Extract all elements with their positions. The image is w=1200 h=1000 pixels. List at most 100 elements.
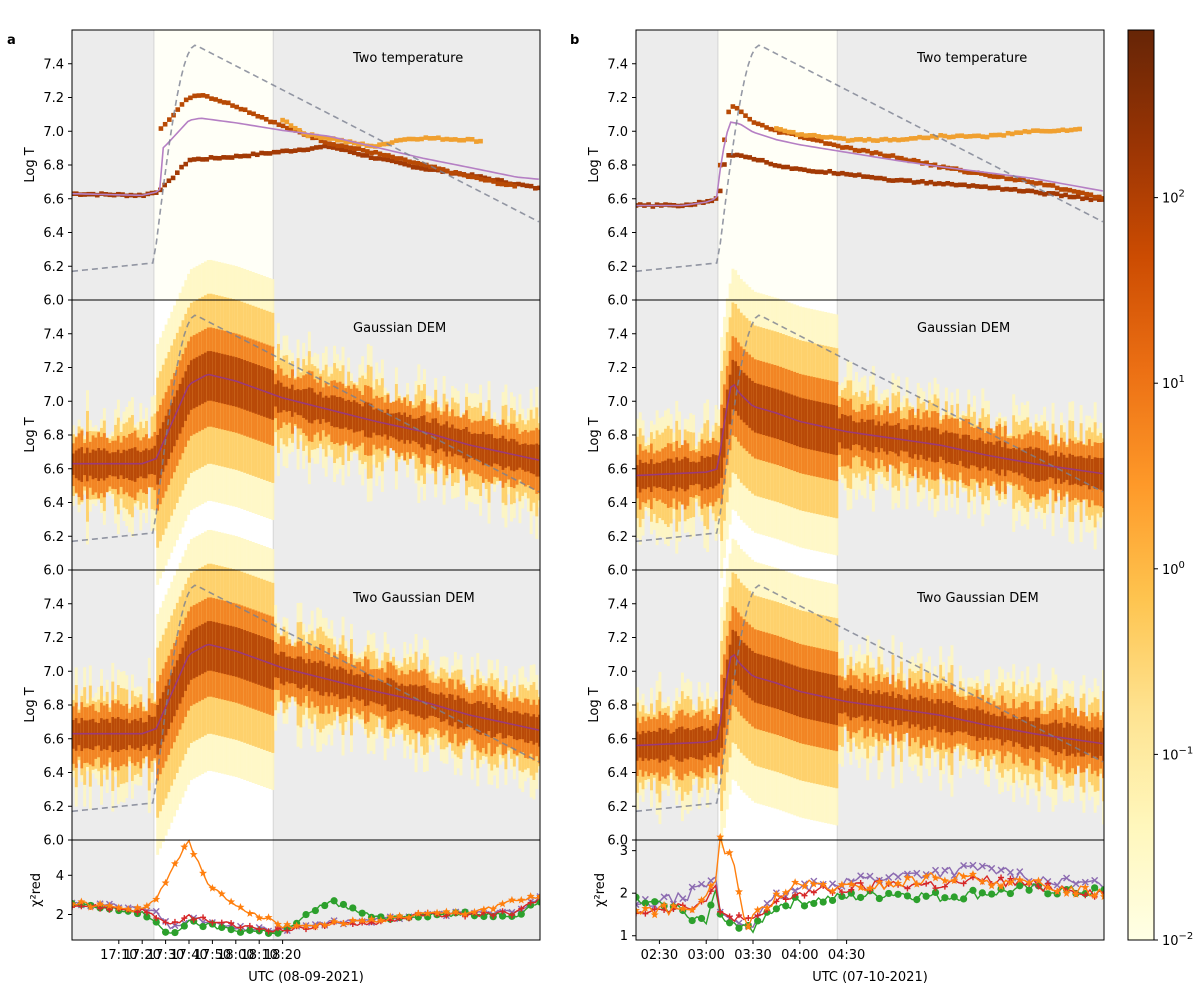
dem-column: [226, 625, 230, 675]
dem-column: [201, 624, 205, 674]
temperature-marker: [1080, 190, 1085, 196]
chi-square-point: [433, 908, 442, 917]
chi-square-point: [1100, 892, 1104, 901]
mean-temperature-line: [636, 121, 1103, 207]
dem-column: [829, 674, 833, 724]
temperature-marker: [457, 137, 462, 143]
temperature-marker: [934, 135, 939, 140]
temperature-marker: [1088, 192, 1094, 198]
temperature-marker: [259, 150, 264, 156]
temperature-marker: [1008, 176, 1014, 182]
chi-square-point: [1015, 875, 1024, 884]
temperature-marker: [339, 137, 344, 143]
dem-column: [709, 730, 712, 754]
dem-column: [804, 668, 808, 719]
temperature-marker: [831, 170, 837, 176]
temperature-marker: [221, 155, 226, 160]
temperature-marker: [1029, 180, 1035, 185]
temperature-marker: [263, 151, 269, 156]
panel-b-1: [636, 44, 1104, 273]
temperature-marker: [453, 170, 459, 175]
chi-square-point: [152, 895, 161, 903]
temperature-marker: [470, 174, 475, 180]
chi-square-point: [997, 885, 1005, 893]
chi-square-point: [800, 902, 809, 910]
temperature-marker: [1016, 188, 1022, 194]
chi-square-point: [950, 876, 959, 885]
temperature-marker: [900, 137, 906, 142]
background-shade: [72, 30, 540, 300]
chi-square-point: [726, 913, 733, 920]
dem-column: [187, 364, 191, 415]
chi-square-point: [283, 920, 292, 928]
chi-square-point: [77, 897, 86, 906]
temperature-marker: [911, 157, 917, 163]
temperature-marker: [903, 178, 908, 183]
dem-column: [720, 698, 724, 748]
dem-column: [731, 359, 735, 410]
chi-square-point: [451, 907, 460, 916]
dem-column: [178, 383, 182, 434]
temperature-marker: [406, 162, 412, 168]
colorbar-tick-label: 100: [1162, 560, 1185, 578]
x-tick-label: 18:10: [240, 948, 277, 963]
mean-temperature-line: [72, 117, 539, 197]
temperature-marker: [1075, 194, 1081, 199]
chi-square-point: [414, 909, 423, 917]
y-tick-label: 4: [56, 869, 64, 884]
y-tick-label: 7.4: [43, 327, 64, 342]
temperature-marker: [365, 149, 370, 154]
temperature-marker: [469, 137, 475, 142]
y-tick-label: 7.0: [607, 125, 628, 140]
chi-square-point: [857, 893, 865, 902]
chi-square-point: [636, 900, 640, 908]
temperature-marker: [381, 141, 386, 147]
temperature-marker: [313, 145, 319, 150]
dem-column: [189, 360, 193, 410]
dem-column: [159, 428, 162, 479]
chi-square-point: [856, 883, 865, 892]
temperature-marker: [869, 174, 875, 180]
chi-square-point: [717, 908, 724, 915]
temperature-marker: [469, 172, 475, 177]
x-tick-label: 18:20: [264, 948, 301, 963]
chi-square-point: [678, 904, 687, 913]
temperature-marker: [1038, 180, 1043, 186]
temperature-marker: [997, 132, 1002, 138]
temperature-marker: [987, 173, 993, 179]
temperature-marker: [802, 167, 807, 173]
chi-square-point: [819, 898, 827, 906]
temperature-marker: [415, 160, 421, 166]
chi-square-point: [1053, 887, 1062, 895]
temperature-marker: [533, 185, 538, 191]
y-tick-label: 7.0: [43, 665, 64, 680]
temperature-marker: [410, 136, 416, 142]
dem-column: [178, 653, 182, 704]
dem-column: [835, 675, 839, 726]
y-tick-label: 6.0: [43, 834, 64, 849]
temperature-marker: [1043, 128, 1049, 134]
x-tick-label: 17:50: [194, 948, 231, 963]
temperature-marker: [347, 149, 353, 155]
plots-a: [72, 30, 540, 940]
temperature-marker: [781, 164, 786, 170]
chi-square-point: [978, 889, 986, 897]
temperature-marker: [213, 97, 218, 102]
chi-square-point: [376, 916, 385, 924]
temperature-marker: [1052, 128, 1057, 134]
temperature-marker: [431, 135, 437, 141]
temperature-marker: [988, 132, 994, 138]
temperature-marker: [1038, 190, 1043, 196]
chi-square-point: [311, 906, 319, 915]
temperature-marker: [866, 136, 872, 142]
chi-square-point: [526, 892, 535, 900]
temperature-marker: [1021, 177, 1026, 183]
chi-square-point: [660, 900, 669, 909]
x-tick-label: 03:30: [734, 948, 771, 963]
dem-column: [815, 401, 819, 451]
temperature-marker: [1039, 128, 1045, 134]
chi-square-point: [105, 901, 114, 910]
chi-square-point: [490, 912, 497, 919]
chi-square-point: [829, 880, 837, 888]
temperature-marker: [495, 181, 501, 187]
